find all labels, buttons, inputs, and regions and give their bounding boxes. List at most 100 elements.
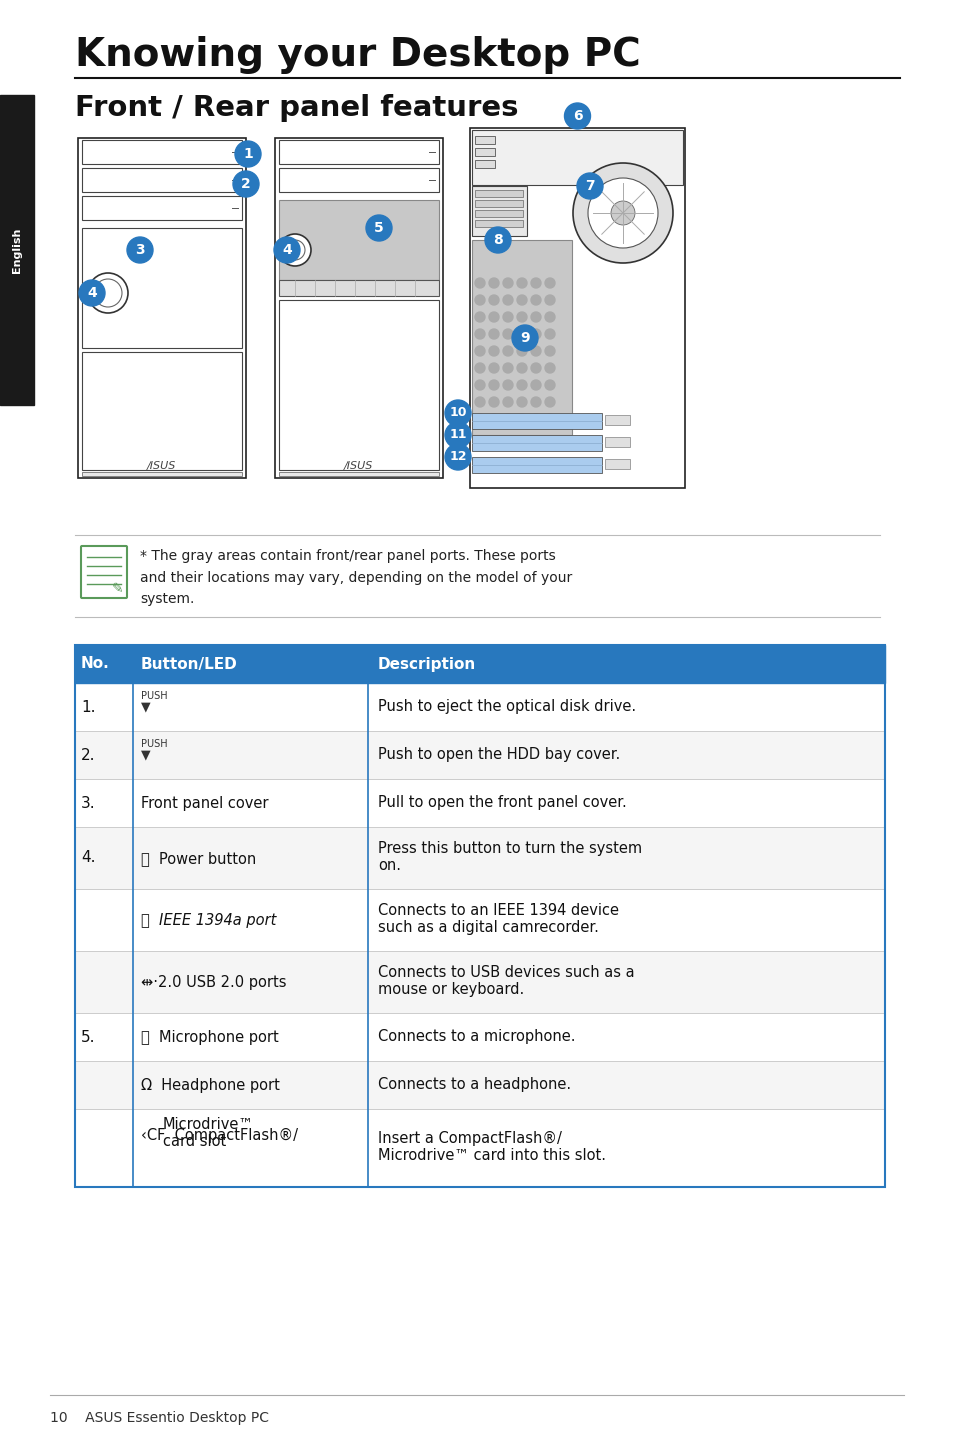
Bar [82,139,242,164]
Bar [475,210,522,217]
Bar [278,472,438,476]
Circle shape [531,362,540,372]
Circle shape [475,312,484,322]
Circle shape [127,237,152,263]
Text: 4.: 4. [81,850,95,866]
Text: Push to eject the optical disk drive.: Push to eject the optical disk drive. [377,699,636,713]
Circle shape [366,216,392,242]
Circle shape [517,397,526,407]
Text: Ω  Headphone port: Ω Headphone port [141,1078,279,1093]
Text: 2.: 2. [81,748,95,762]
Circle shape [502,312,513,322]
Circle shape [489,380,498,390]
Text: on.: on. [377,858,400,873]
Bar [604,416,629,426]
Circle shape [444,444,471,470]
Text: ‹CF  CompactFlash®/: ‹CF CompactFlash®/ [141,1127,297,1143]
Circle shape [517,312,526,322]
Circle shape [475,347,484,357]
Bar [75,731,884,779]
Circle shape [517,414,526,424]
Circle shape [489,295,498,305]
Circle shape [475,414,484,424]
Text: Microdrive™: Microdrive™ [163,1117,253,1132]
Circle shape [577,173,602,198]
Circle shape [475,295,484,305]
Bar [82,196,242,220]
Circle shape [531,329,540,339]
Bar [78,138,246,477]
Text: ▼: ▼ [141,748,151,761]
Text: ᎔  IEEE 1394a port: ᎔ IEEE 1394a port [141,913,276,928]
Text: 12: 12 [449,450,466,463]
Bar [278,280,438,296]
Text: Insert a CompactFlash®/: Insert a CompactFlash®/ [377,1132,561,1146]
Circle shape [489,397,498,407]
Circle shape [88,273,128,313]
Circle shape [544,347,555,357]
Circle shape [544,397,555,407]
Bar [470,128,684,487]
Text: 8: 8 [493,233,502,247]
Text: /ISUS: /ISUS [147,462,176,472]
Text: Front / Rear panel features: Front / Rear panel features [75,93,518,122]
Circle shape [502,397,513,407]
Text: Front panel cover: Front panel cover [141,797,268,811]
Circle shape [512,325,537,351]
Text: card slot: card slot [163,1135,226,1149]
Bar [472,457,601,473]
Bar [604,459,629,469]
Bar [82,168,242,193]
Bar [75,1109,884,1186]
Circle shape [502,362,513,372]
Circle shape [234,141,261,167]
Text: 4: 4 [87,286,97,301]
Circle shape [475,278,484,288]
Bar [82,472,242,476]
Circle shape [531,397,540,407]
Circle shape [475,362,484,372]
Circle shape [564,104,590,129]
Bar [475,200,522,207]
Circle shape [444,400,471,426]
Text: PUSH: PUSH [141,692,168,700]
Text: Connects to USB devices such as a: Connects to USB devices such as a [377,965,634,981]
Text: 10    ASUS Essentio Desktop PC: 10 ASUS Essentio Desktop PC [50,1411,269,1425]
Text: 1: 1 [243,147,253,161]
Circle shape [489,278,498,288]
Text: 5: 5 [374,221,383,234]
Text: No.: No. [81,657,110,672]
Bar [475,160,495,168]
Circle shape [489,329,498,339]
Circle shape [274,237,299,263]
Circle shape [573,162,672,263]
Bar [75,646,884,1186]
Circle shape [502,414,513,424]
Bar [475,220,522,227]
Text: ▼: ▼ [141,700,151,713]
Text: 4: 4 [282,243,292,257]
Circle shape [517,329,526,339]
Bar [475,148,495,155]
Bar [75,1061,884,1109]
Text: Microdrive™ card into this slot.: Microdrive™ card into this slot. [377,1148,605,1163]
Circle shape [233,171,258,197]
Bar [75,683,884,731]
Text: 3.: 3. [81,795,95,811]
Text: Push to open the HDD bay cover.: Push to open the HDD bay cover. [377,746,619,762]
Bar [472,436,601,452]
Bar [472,186,526,236]
Bar [472,413,601,429]
Bar [75,646,884,683]
Circle shape [531,312,540,322]
Circle shape [475,380,484,390]
Text: mouse or keyboard.: mouse or keyboard. [377,982,524,997]
Text: Knowing your Desktop PC: Knowing your Desktop PC [75,36,640,73]
Circle shape [587,178,658,247]
Circle shape [544,295,555,305]
Circle shape [475,397,484,407]
Bar [278,168,438,193]
Circle shape [610,201,635,224]
Bar [82,229,242,348]
Text: 3: 3 [135,243,145,257]
